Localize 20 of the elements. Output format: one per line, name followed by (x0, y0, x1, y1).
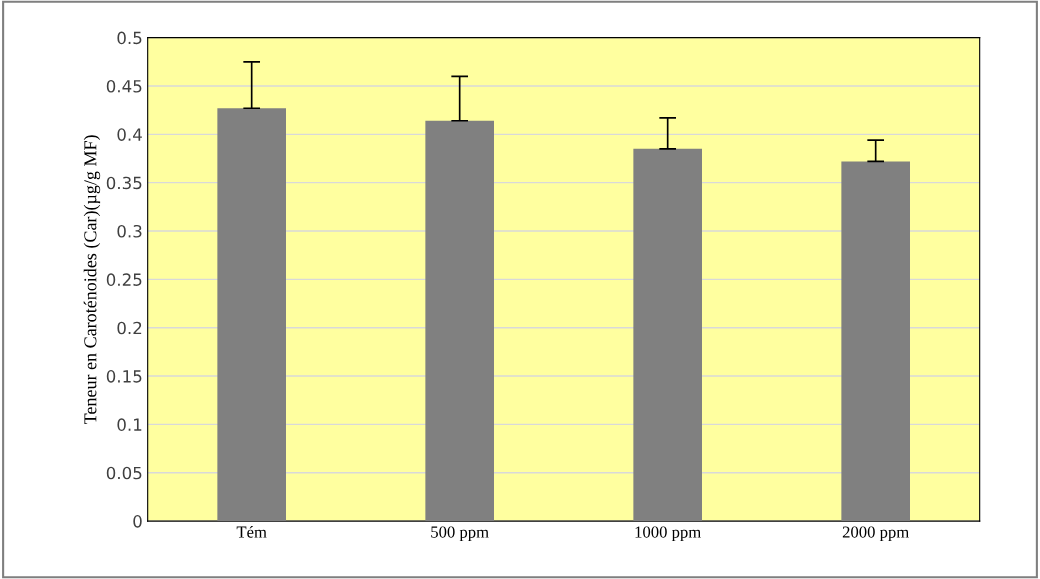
y-tick-label: 0.2 (117, 321, 142, 335)
bar (633, 148, 702, 522)
y-tick-label: 0.45 (106, 79, 142, 93)
x-tick-label: Tém (236, 525, 267, 538)
bar (217, 108, 286, 522)
y-tick-label: 0.3 (117, 224, 142, 238)
y-axis-title: Teneur en Caroténoides (Car)(µg/g MF) (83, 135, 101, 424)
y-tick-label: 0.5 (117, 31, 142, 45)
y-tick-label: 0.35 (106, 176, 142, 190)
bar (425, 120, 494, 522)
bar (841, 161, 910, 522)
x-tick-label: 2000 ppm (842, 526, 909, 542)
y-tick-label: 0.25 (106, 273, 142, 286)
y-tick-label: 0.4 (117, 128, 142, 141)
x-tick-label: 1000 ppm (635, 526, 701, 542)
y-tick-label: 0.1 (117, 418, 142, 431)
x-tick-label: 500 ppm (431, 526, 489, 542)
y-tick-label: 0 (133, 515, 142, 528)
y-tick-label: 0.15 (106, 370, 142, 383)
y-tick-label: 0.05 (106, 466, 142, 480)
